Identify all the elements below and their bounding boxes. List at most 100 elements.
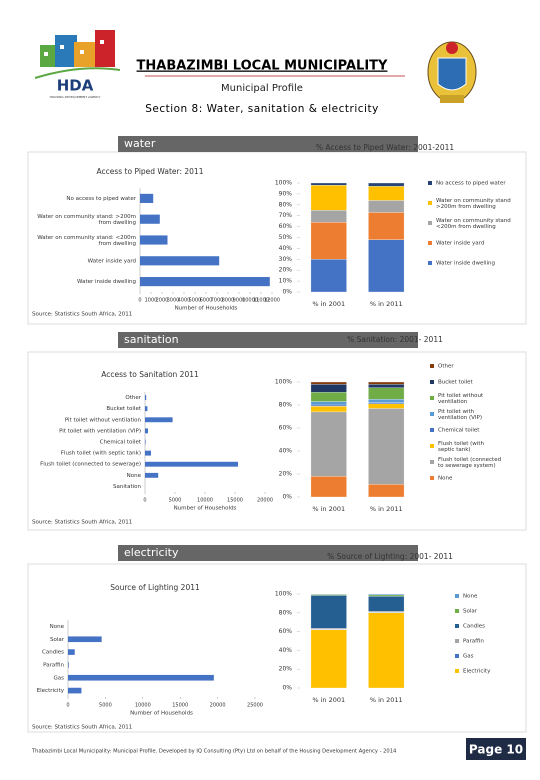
sanitation-panel xyxy=(27,351,527,531)
chart-title: % Source of Lighting: 2001- 2011 xyxy=(327,552,453,561)
bar-segment xyxy=(368,381,405,385)
y-tick-label: 0% xyxy=(282,289,292,296)
chart-title: Source of Lighting 2011 xyxy=(110,583,200,592)
category-label: No access to piped water xyxy=(66,196,136,202)
legend-label: Flush toilet (connected to sewerage syste… xyxy=(438,457,501,469)
legend-swatch xyxy=(455,594,459,598)
legend-swatch xyxy=(428,261,432,265)
bar-segment xyxy=(368,186,405,201)
y-tick-label: 20% xyxy=(279,471,293,478)
bar-segment xyxy=(310,185,347,211)
text-line: Water on community stand xyxy=(436,198,511,204)
page-number: Page 10 xyxy=(469,743,523,757)
subtitle: Municipal Profile xyxy=(221,83,303,94)
bar xyxy=(140,256,220,266)
bar xyxy=(68,687,82,694)
x-tick-label: 15000 xyxy=(227,498,243,504)
bar xyxy=(145,450,151,456)
logo-text: HDA xyxy=(57,77,94,95)
x-tick-label: 5000 xyxy=(169,498,182,504)
y-tick-label: 60% xyxy=(279,223,293,230)
x-tick-label: % in 2011 xyxy=(370,696,403,704)
bar-segment xyxy=(310,210,347,223)
y-tick-label: 80% xyxy=(279,609,293,616)
bar-segment xyxy=(368,200,405,213)
x-tick-label: 1000 xyxy=(145,298,158,304)
chart-title: % Sanitation: 2001- 2011 xyxy=(347,335,443,344)
category-label: Candles xyxy=(42,650,64,656)
legend-swatch xyxy=(455,624,459,628)
legend-swatch xyxy=(455,654,459,658)
category-label: Flush toilet (with septic tank) xyxy=(61,451,141,457)
legend-swatch xyxy=(455,639,459,643)
logo-caption: HOUSING DEVELOPMENT AGENCY xyxy=(50,95,101,99)
y-tick-label: 0% xyxy=(282,494,292,501)
legend-swatch xyxy=(430,460,434,464)
legend-label: Water inside yard xyxy=(436,241,484,247)
page-box xyxy=(466,738,526,760)
text-line: Water on community stand: >200m xyxy=(37,214,136,220)
x-tick-label: 3000 xyxy=(167,298,180,304)
bar xyxy=(145,417,173,423)
category-label: Sanitation xyxy=(113,484,141,490)
bar-segment xyxy=(310,392,347,402)
legend-label: Pit toilet with ventilation (VIP) xyxy=(438,409,482,421)
bar xyxy=(68,662,69,668)
text-line: Pit toilet with xyxy=(438,409,475,415)
x-tick-label: 4000 xyxy=(178,298,191,304)
legend-swatch xyxy=(430,428,434,432)
x-axis-label: Number of Households xyxy=(130,711,193,717)
text-line: Flush toilet (connected xyxy=(438,457,501,463)
text-line: from dwelling xyxy=(99,241,136,247)
x-tick-label: % in 2011 xyxy=(370,505,403,513)
category-label: Paraffin xyxy=(43,662,64,668)
y-tick-label: 80% xyxy=(279,201,293,208)
bar-segment xyxy=(310,401,347,406)
banner-title: water xyxy=(124,137,156,150)
text-line: Flush toilet (with xyxy=(438,441,484,447)
bar xyxy=(68,636,102,643)
x-tick-label: 5000 xyxy=(189,298,202,304)
legend-swatch xyxy=(455,669,459,673)
bar xyxy=(145,395,147,400)
legend-label: Paraffin xyxy=(463,639,484,645)
category-label: Chemical toilet xyxy=(100,440,142,446)
bar-segment xyxy=(368,402,405,405)
x-tick-label: 5000 xyxy=(99,703,112,709)
category-label: Electricity xyxy=(37,688,65,694)
legend-label: Gas xyxy=(463,654,474,660)
x-tick-label: 0 xyxy=(66,703,69,709)
bar-segment xyxy=(368,182,405,187)
legend-label: Water on community stand >200m from dwell… xyxy=(436,198,511,210)
legend-label: None xyxy=(463,594,478,600)
source: Source: Statistics South Africa, 2011 xyxy=(32,520,132,526)
legend-label: Chemical toilet xyxy=(438,428,480,434)
x-tick-label: 2000 xyxy=(156,298,169,304)
x-tick-label: 7000 xyxy=(211,298,224,304)
x-tick-label: 6000 xyxy=(200,298,213,304)
y-tick-label: 20% xyxy=(279,666,293,673)
source: Source: Statistics South Africa, 2011 xyxy=(32,312,132,318)
y-tick-label: 100% xyxy=(275,379,292,386)
bar xyxy=(145,472,159,478)
legend-swatch xyxy=(428,241,432,245)
category-label: Other xyxy=(125,395,141,401)
category-label: Water on community stand: >200m from dwel… xyxy=(37,214,136,226)
bar-segment xyxy=(368,594,405,597)
y-tick-label: 10% xyxy=(279,278,293,285)
bar-segment xyxy=(368,212,405,240)
x-tick-label: % in 2011 xyxy=(370,300,403,308)
bar-segment xyxy=(368,408,405,485)
x-tick-label: 20000 xyxy=(210,703,226,709)
category-label: Flush toilet (connected to sewerage) xyxy=(40,462,141,468)
category-label: Gas xyxy=(54,675,65,681)
bar xyxy=(140,277,270,287)
x-tick-label: 0 xyxy=(138,298,141,304)
footer-text: Thabazimbi Local Municipality: Municipal… xyxy=(31,749,397,755)
y-tick-label: 80% xyxy=(279,402,293,409)
legend-swatch xyxy=(430,396,434,400)
bar-segment xyxy=(310,476,347,498)
chart-title: Access to Sanitation 2011 xyxy=(101,370,199,379)
bar-segment xyxy=(310,381,347,385)
x-axis-label: Number of Households xyxy=(175,306,238,312)
